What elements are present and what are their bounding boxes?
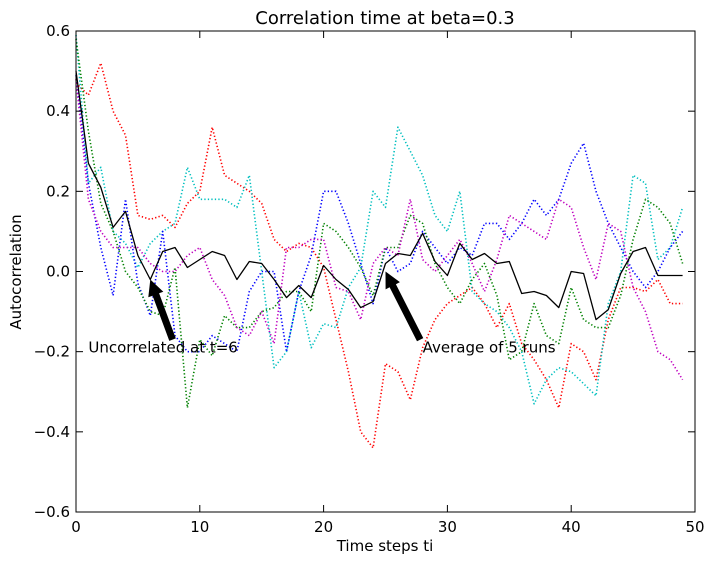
series-line-1 (75, 62, 683, 449)
series-line-6 (75, 71, 683, 321)
y-axis-label: Autocorrelation (7, 214, 25, 329)
y-tick-label: 0.4 (46, 102, 70, 120)
annotation-layer: Uncorrelated at t=6 Average of 5 runs (88, 271, 556, 357)
x-tick-label: 50 (685, 518, 704, 536)
y-tick-label: 0.0 (46, 263, 70, 281)
series-layer (75, 34, 684, 449)
y-tick-label: 0.6 (46, 22, 70, 40)
x-tick-label: 40 (562, 518, 581, 536)
tick-layer: 0 10 20 30 40 50 −0.6 −0.4 −0.2 0.0 0.2 0.4 0.6 (34, 22, 705, 536)
series-line-2 (75, 34, 684, 405)
series-line-3 (75, 75, 684, 353)
annotation-label-2: Average of 5 runs (423, 339, 556, 357)
x-axis-label: Time steps ti (336, 537, 434, 555)
x-tick-label: 30 (438, 518, 457, 536)
x-tick-label: 20 (314, 518, 333, 536)
y-tick-label: 0.2 (46, 182, 70, 200)
annotation-arrow-1 (148, 279, 176, 341)
x-tick-label: 0 (71, 518, 81, 536)
annotation-label-1: Uncorrelated at t=6 (88, 339, 237, 357)
x-tick-label: 10 (190, 518, 209, 536)
chart-title: Correlation time at beta=0.3 (255, 8, 514, 29)
y-tick-label: −0.2 (34, 343, 70, 361)
y-tick-label: −0.4 (34, 423, 70, 441)
annotation-arrow-2 (385, 271, 424, 342)
y-tick-label: −0.6 (34, 503, 70, 521)
